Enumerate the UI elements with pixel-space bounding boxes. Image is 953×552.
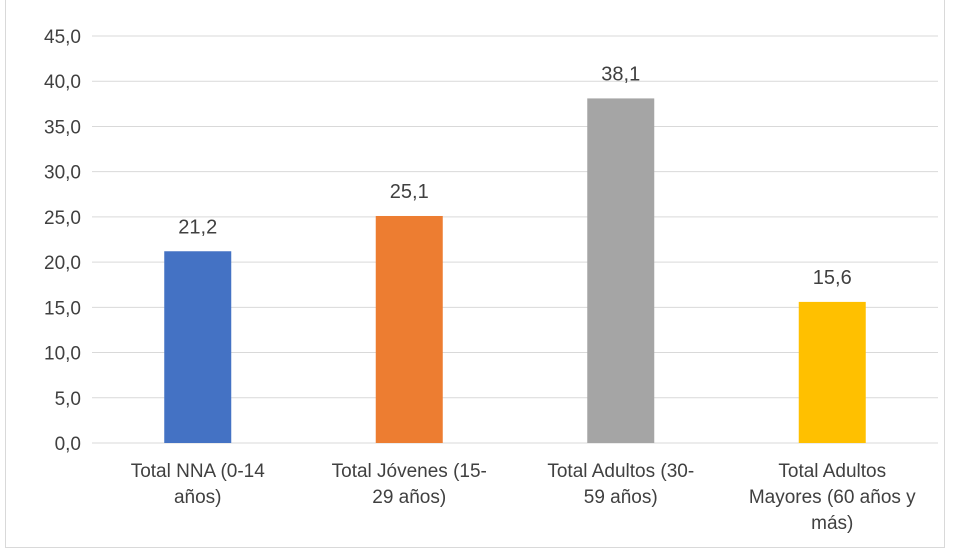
chart-frame [5, 0, 945, 548]
y-tick-label: 0,0 [55, 434, 81, 455]
x-tick-label: Total NNA (0-14 años) [131, 461, 266, 508]
x-axis: Total NNA (0-14 años) Total Jóvenes (15- 29… [131, 461, 916, 534]
y-tick-label: 20,0 [44, 253, 81, 274]
x-tick-label-line: Mayores (60 años y [749, 487, 916, 508]
bars [164, 98, 866, 443]
x-tick-label: Total Adultos Mayores (60 años y más) [749, 461, 916, 534]
data-labels: 21,2 25,1 38,1 15,6 [178, 63, 851, 289]
y-tick-label: 15,0 [44, 298, 81, 319]
x-tick-label-line: más) [811, 513, 853, 534]
x-tick-label-line: 29 años) [372, 487, 446, 508]
x-tick-label: Total Adultos (30- 59 años) [547, 461, 694, 508]
bar [798, 301, 866, 443]
y-tick-label: 45,0 [44, 27, 81, 48]
x-tick-label-line: Total NNA (0-14 [131, 461, 266, 482]
y-tick-label: 30,0 [44, 163, 81, 184]
y-tick-label: 40,0 [44, 72, 81, 93]
bar [587, 98, 655, 443]
bar [375, 215, 443, 443]
x-tick-label-line: 59 años) [584, 487, 658, 508]
y-tick-label: 5,0 [55, 389, 81, 410]
y-axis: 0,0 5,0 10,0 15,0 20,0 25,0 30,0 35,0 40,0 45,0 [44, 27, 81, 455]
data-label: 38,1 [601, 63, 640, 85]
y-tick-label: 10,0 [44, 344, 81, 365]
y-tick-label: 25,0 [44, 208, 81, 229]
x-tick-label: Total Jóvenes (15- 29 años) [332, 461, 487, 508]
x-tick-label-line: Total Adultos (30- [547, 461, 694, 482]
x-tick-label-line: Total Jóvenes (15- [332, 461, 487, 482]
y-tick-label: 35,0 [44, 117, 81, 138]
data-label: 15,6 [813, 267, 852, 289]
data-label: 21,2 [178, 216, 217, 238]
data-label: 25,1 [390, 181, 429, 203]
x-tick-label-line: años) [174, 487, 222, 508]
x-tick-label-line: Total Adultos [778, 461, 886, 482]
bar [164, 251, 232, 443]
gridlines [92, 35, 938, 444]
